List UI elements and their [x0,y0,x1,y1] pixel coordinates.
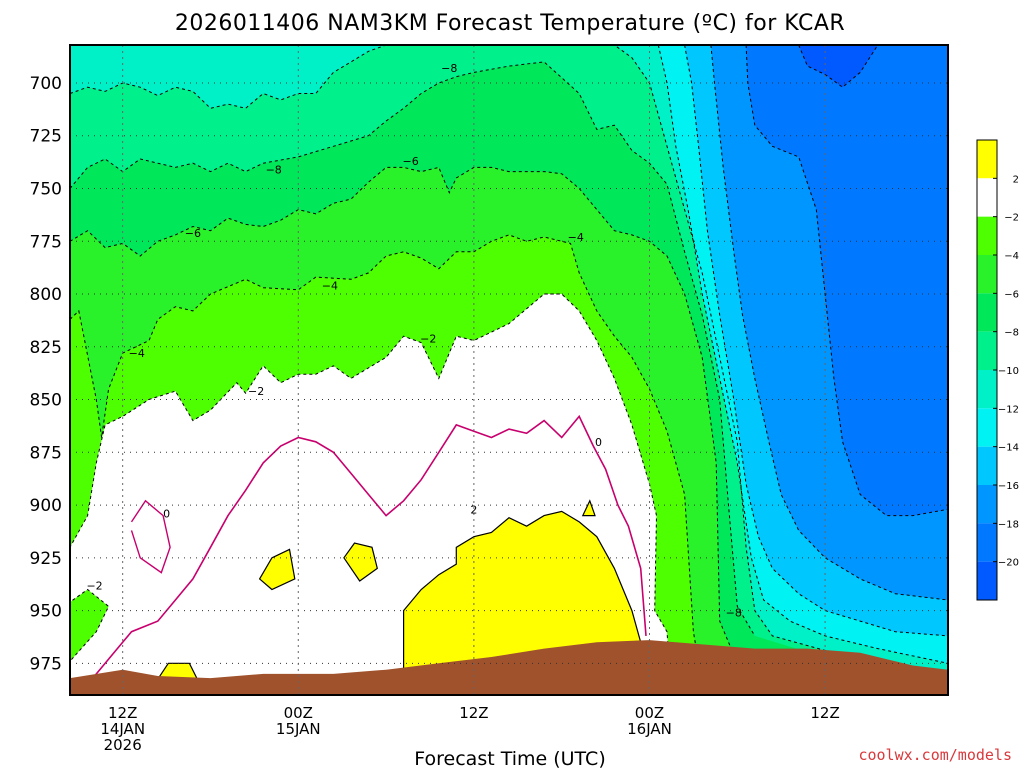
warm-area-1 [258,548,296,591]
colorbar-swatch [977,523,997,562]
colorbar-label: 2 [1013,174,1019,185]
contour-label: −2 [420,332,436,345]
band-below-minus20 [798,45,878,88]
colorbar-swatch [977,561,997,600]
contour-label: −4 [322,280,338,293]
terrain [70,640,948,695]
y-axis: 700 725 750 775 800 825 850 875 900 925 950 975 [30,74,62,674]
contour-label: 0 [595,436,602,449]
isotherm-dashed-8 [798,45,879,88]
y-tick-label: 975 [30,654,62,674]
colorbar-legend: 2 −2 −4 −6 −8 −10 −12 −14 −16 −18 −20 [976,139,1019,601]
zero-isotherm-closed [130,499,171,574]
colorbar-swatch [977,140,997,179]
contour-label: −8 [441,62,457,75]
y-tick-label: 800 [30,285,62,305]
y-tick-label: 950 [30,602,62,622]
colorbar-swatch [977,255,997,294]
plot-frame [69,44,949,696]
temperature-field [70,45,948,695]
contour-label: −4 [129,347,145,360]
x-tick-label: 16JAN [627,720,672,738]
isotherm-dashed-4 [657,45,948,664]
contour-label: 0 [163,508,170,521]
x-tick-label: 15JAN [276,720,321,738]
isotherm-dashed-2 [70,61,756,637]
x-axis-label: Forecast Time (UTC) [414,748,605,768]
warm-area-2 [343,542,378,582]
y-tick-label: 725 [30,127,62,147]
isotherm-dashed-5 [684,45,948,637]
colorbar-label: −8 [1004,328,1019,339]
contour-label: −8 [266,164,282,177]
y-tick-label: 750 [30,180,62,200]
isotherm-dashed-1 [70,166,738,664]
colorbar-swatch [977,485,997,524]
x-tick-label: 12Z [459,704,488,722]
colorbar-swatch [977,370,997,409]
x-tick-label: 00Z [284,704,313,722]
warm-area-4 [581,499,596,517]
y-tick-label: 875 [30,443,62,463]
y-tick-label: 925 [30,549,62,569]
colorbar-label: −12 [998,404,1019,415]
contour-label: −6 [403,155,419,168]
plot-area: −8 −8 −6 −6 −4 −4 −4 −2 −2 −2 0 0 2 −8 [69,44,949,696]
x-tick-label: 14JAN [100,720,145,738]
x-tick-label: 12Z [810,704,839,722]
contour-label: −4 [568,231,584,244]
colorbar-swatch [977,408,997,447]
isotherm-dashed-7 [745,45,948,517]
x-tick-label: 12Z [108,704,137,722]
colorbar-swatch [977,293,997,332]
colorbar-label: −20 [998,558,1019,569]
credit-link[interactable]: coolwx.com/models [858,746,1012,764]
contour-label: 2 [470,503,477,516]
chart-title: 2026011406 NAM3KM Forecast Temperature (… [175,11,845,36]
contour-label: −8 [726,607,742,620]
colorbar-label: −4 [1004,251,1019,262]
colorbar-swatch [977,216,997,255]
colorbar-label: −10 [998,366,1019,377]
x-tick-label: 00Z [635,704,664,722]
isotherm-minus2 [70,293,672,695]
colorbar-label: −18 [998,519,1019,530]
colorbar-swatch [977,331,997,370]
y-tick-label: 825 [30,338,62,358]
contour-label: −6 [185,227,201,240]
y-tick-label: 700 [30,74,62,94]
y-tick-label: 850 [30,391,62,411]
zero-isotherm [86,414,647,685]
y-tick-label: 775 [30,232,62,252]
colorbar-label: −6 [1004,289,1019,300]
isotherm-dashed-3 [70,45,948,685]
isotherm-dashed-0 [70,234,703,685]
colorbar-label: −2 [1004,213,1019,224]
warm-area-0 [403,510,651,675]
colorbar-label: −14 [998,443,1019,454]
band-minus20-to-minus18 [746,45,948,516]
contour-label: −2 [248,385,264,398]
colorbar-swatch [977,446,997,485]
x-tick-label: 2026 [104,736,142,754]
contour-label: −2 [86,579,102,592]
y-tick-label: 900 [30,496,62,516]
colorbar-swatch [977,178,997,217]
colorbar-label: −16 [998,481,1019,492]
